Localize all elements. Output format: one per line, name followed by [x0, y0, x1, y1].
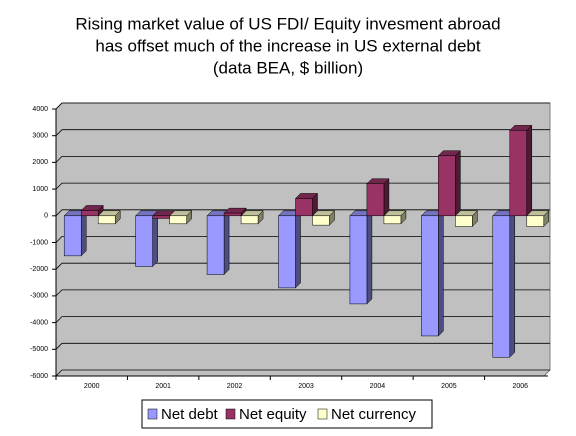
bar	[383, 215, 402, 225]
chart-subtitle: has offset much of the increase in US ex…	[95, 36, 481, 55]
bar-side	[438, 210, 444, 337]
grid-line	[55, 102, 550, 110]
y-tick-label: -3000	[30, 293, 48, 300]
bar	[492, 215, 511, 358]
legend-label: Net debt	[161, 406, 219, 423]
bar-side	[455, 150, 461, 217]
bar	[152, 215, 170, 219]
bar	[63, 215, 82, 257]
x-tick-label: 2006	[512, 383, 528, 390]
bar	[295, 198, 313, 217]
bar	[526, 215, 545, 227]
bar	[421, 215, 439, 337]
y-tick-label: -6000	[30, 373, 48, 380]
x-tick-label: 2000	[84, 383, 100, 390]
y-tick-label: -5000	[30, 346, 48, 353]
bar	[80, 210, 99, 217]
grid-line	[55, 289, 550, 297]
bar-side	[295, 210, 301, 289]
bar	[312, 215, 330, 226]
bar	[206, 215, 225, 275]
y-tick-label: 1000	[32, 186, 48, 193]
legend-swatch	[147, 408, 158, 420]
x-tick-label: 2003	[298, 383, 314, 390]
bar	[455, 215, 473, 227]
y-tick-label: 4000	[32, 106, 48, 113]
legend-label: Net currency	[331, 406, 417, 423]
bar-side	[509, 210, 516, 358]
legend-swatch	[225, 408, 236, 420]
bar-side	[383, 178, 390, 217]
grid-line	[55, 369, 550, 377]
bar	[240, 215, 259, 225]
bar	[135, 215, 153, 267]
y-tick-label: -4000	[30, 319, 48, 326]
bar-side	[152, 210, 158, 268]
grid-line	[55, 316, 550, 323]
bar	[169, 215, 187, 225]
grid-line	[55, 342, 550, 350]
x-tick-label: 2004	[370, 383, 386, 390]
x-tick-label: 2005	[441, 383, 457, 390]
bar	[509, 130, 528, 217]
x-tick-label: 2002	[227, 383, 243, 390]
legend-swatch	[317, 408, 328, 420]
bar-side	[526, 124, 533, 217]
grid-line	[55, 129, 550, 136]
y-tick-label: -1000	[30, 239, 48, 246]
y-tick-label: 0	[44, 213, 48, 220]
grid-line	[55, 262, 550, 270]
bar	[349, 215, 368, 305]
x-tick-label: 2001	[155, 383, 171, 390]
grid-line	[55, 236, 550, 243]
bar-side	[80, 210, 87, 257]
legend-label: Net equity	[239, 406, 307, 423]
legend-box	[141, 399, 433, 429]
bar	[366, 183, 385, 217]
bar	[278, 215, 296, 289]
y-tick-label: 2000	[32, 159, 48, 166]
y-tick-label: -2000	[30, 266, 48, 273]
plot-wall	[55, 102, 551, 377]
grid-line	[55, 155, 550, 163]
y-tick-label: 3000	[32, 133, 48, 140]
chart-title: Rising market value of US FDI/ Equity in…	[75, 14, 500, 33]
chart-note: (data BEA, $ billion)	[213, 58, 363, 77]
bar	[223, 212, 242, 217]
bar-side	[366, 210, 373, 305]
bar	[97, 215, 116, 225]
bar-side	[223, 210, 230, 276]
bar	[438, 155, 456, 217]
